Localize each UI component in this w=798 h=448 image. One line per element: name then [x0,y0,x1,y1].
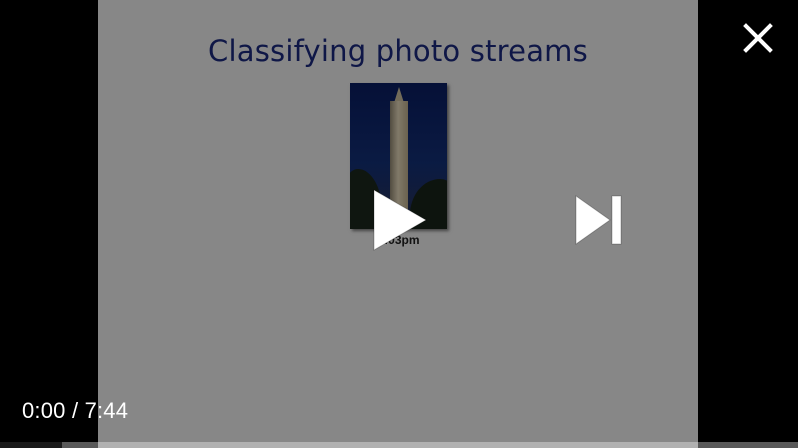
close-icon [743,23,773,53]
play-button[interactable] [364,182,434,262]
skip-next-icon [575,195,622,245]
seek-bar-buffered [0,442,62,448]
next-video-button[interactable] [570,192,628,248]
total-duration: 7:44 [84,398,129,423]
time-display: 0:00 / 7:44 [22,398,128,424]
close-button[interactable] [738,18,778,58]
slide-title: Classifying photo streams [208,34,588,68]
seek-bar[interactable] [0,442,798,448]
time-separator: / [71,398,79,423]
current-time: 0:00 [22,398,66,423]
play-icon [373,189,428,251]
